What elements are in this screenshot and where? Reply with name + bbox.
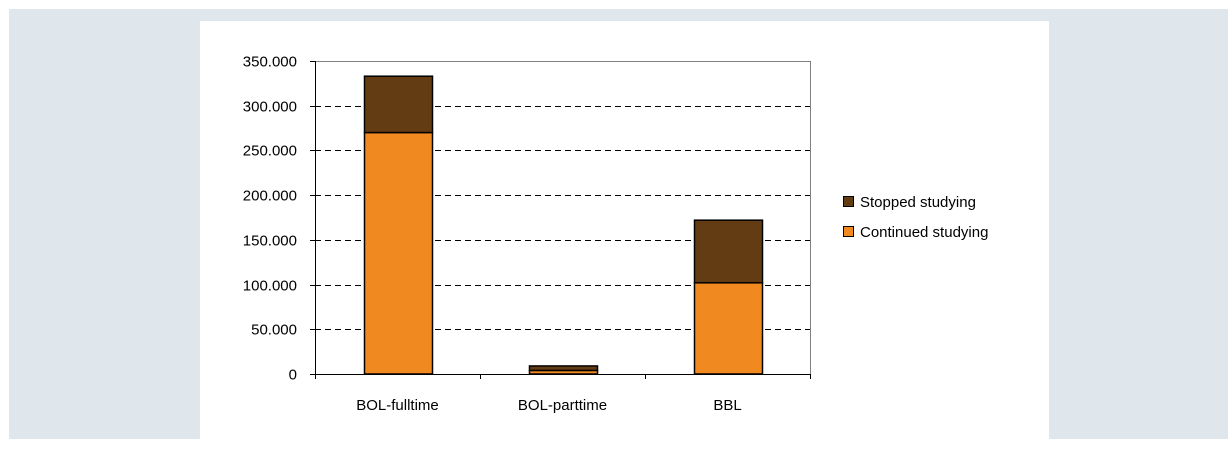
legend-swatch-0 xyxy=(843,196,854,207)
bar-bbl-stopped-studying xyxy=(693,219,764,284)
x-tick-label-1: BOL-parttime xyxy=(518,397,607,414)
bar-bol-parttime-stopped-studying xyxy=(528,365,599,372)
y-tick-label-7: 350.000 xyxy=(243,54,297,71)
legend-label-0: Stopped studying xyxy=(860,194,976,211)
bars xyxy=(363,75,764,375)
y-tick-label-0: 0 xyxy=(289,367,297,384)
y-tick-label-3: 150.000 xyxy=(243,233,297,250)
bar-bol-fulltime-stopped-studying xyxy=(363,75,434,134)
legend-label-1: Continued studying xyxy=(860,224,988,241)
tick-labels: 0 50.000 100.000 150.000 200.000 250.000 300.0… xyxy=(243,54,742,415)
bar-bbl-continued-studying xyxy=(693,282,764,375)
x-tick-label-2: BBL xyxy=(713,397,741,414)
y-tick-label-5: 250.000 xyxy=(243,143,297,160)
bar-bol-fulltime-continued-studying xyxy=(363,131,434,375)
y-tick-label-1: 50.000 xyxy=(251,322,297,339)
x-tick-label-0: BOL-fulltime xyxy=(356,397,439,414)
legend-swatch-1 xyxy=(843,226,854,237)
legend: Stopped studying Continued studying xyxy=(843,194,988,241)
y-tick-label-6: 300.000 xyxy=(243,99,297,116)
chart-card xyxy=(200,21,1049,447)
y-tick-label-2: 100.000 xyxy=(243,278,297,295)
y-tick-label-4: 200.000 xyxy=(243,188,297,205)
